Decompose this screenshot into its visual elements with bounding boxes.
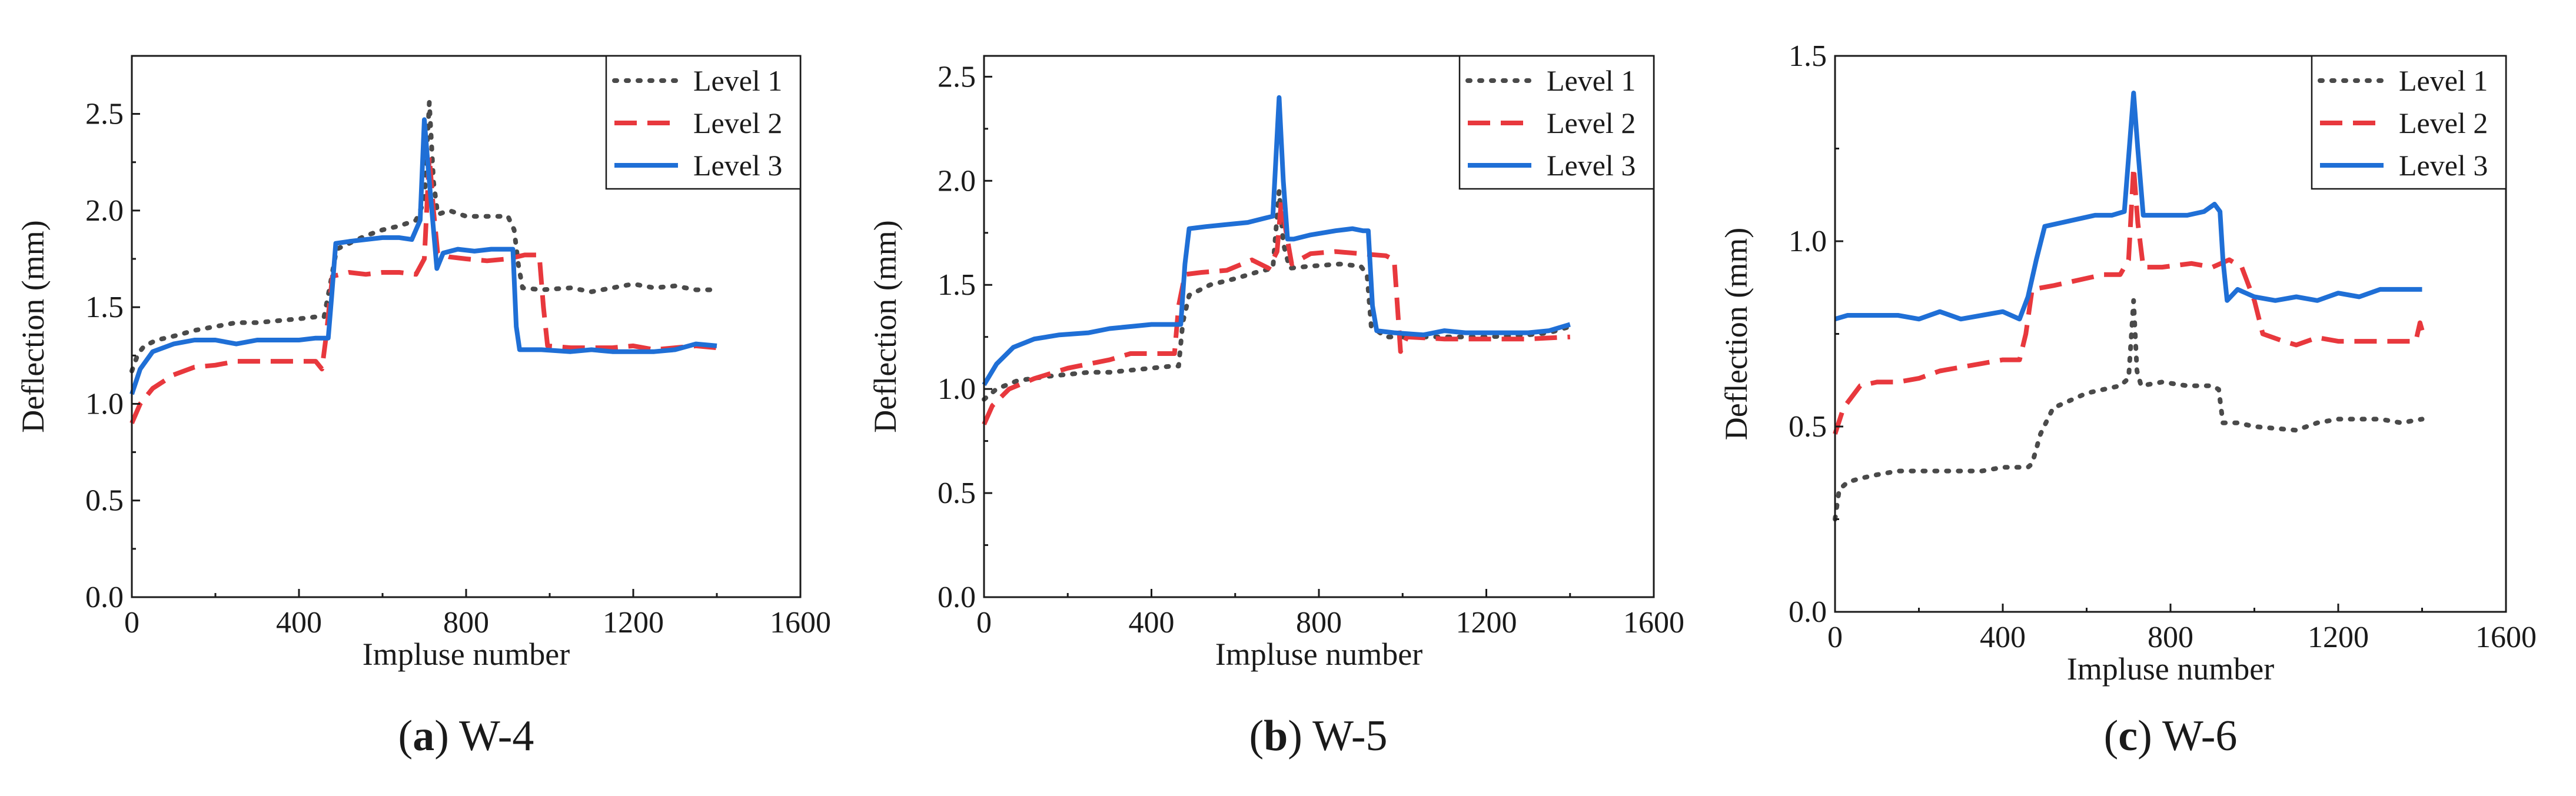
panel-caption: (b) W-5 — [1249, 712, 1387, 760]
caption-letter: b — [1264, 712, 1288, 760]
y-tick-label: 0.0 — [85, 581, 124, 614]
caption-specimen: W-5 — [1302, 712, 1388, 760]
y-tick-label: 0.0 — [938, 581, 976, 614]
x-tick-label: 1200 — [603, 606, 664, 640]
y-tick-label: 0.5 — [938, 477, 976, 510]
legend-label-level-3: Level 3 — [1547, 149, 1636, 182]
y-tick-label: 0.5 — [85, 484, 124, 518]
series-line-level-3 — [129, 117, 717, 395]
x-tick-label: 800 — [2148, 621, 2193, 654]
x-tick-label: 400 — [276, 606, 322, 640]
series-line-level-3 — [1834, 91, 2422, 322]
legend: Level 1 Level 2 Level 3 — [605, 55, 802, 190]
legend: Level 1 Level 2 Level 3 — [1458, 55, 1655, 190]
caption-paren-close: ) — [434, 712, 449, 760]
legend-label-level-3: Level 3 — [2399, 149, 2488, 182]
x-tick-label: 800 — [1296, 606, 1342, 640]
x-tick-label: 0 — [976, 606, 992, 640]
y-tick-label: 1.5 — [1789, 39, 1827, 73]
series-line-level-2 — [1833, 165, 2427, 435]
chart-panel-3: 0 400 800 1200 1600 0.0 0.5 1.0 1.5 Impluse numbe… — [1719, 39, 2537, 760]
y-tick-label: 0.5 — [1789, 410, 1827, 444]
y-tick-label: 2.0 — [85, 194, 124, 228]
caption-paren-open: ( — [1249, 712, 1264, 760]
series-line-level-2 — [982, 199, 1570, 425]
caption-paren-open: ( — [2104, 712, 2119, 760]
y-tick-label: 2.5 — [85, 98, 124, 131]
caption-paren-open: ( — [398, 712, 413, 760]
chart-panel-2: 0 400 800 1200 1600 0.0 0.5 1.0 1.5 2.0 2.5 Impluse… — [867, 55, 1684, 760]
legend-label-level-2: Level 2 — [2399, 106, 2488, 139]
caption-paren-close: ) — [1288, 712, 1302, 760]
x-tick-label: 1600 — [2475, 621, 2537, 654]
legend: Level 1 Level 2 Level 3 — [2311, 55, 2507, 190]
legend-label-level-2: Level 2 — [1547, 106, 1636, 139]
x-tick-label: 1200 — [2308, 621, 2369, 654]
y-axis-label: Deflection (mm) — [1719, 228, 1754, 440]
x-tick-label: 1200 — [1456, 606, 1517, 640]
x-tick-label: 800 — [443, 606, 489, 640]
legend-label-level-1: Level 1 — [693, 64, 782, 97]
y-tick-label: 1.0 — [85, 387, 124, 421]
y-tick-label: 1.5 — [938, 268, 976, 302]
chart-panel-1: 0 400 800 1200 1600 0.0 0.5 1.0 1.5 2.0 2.5 Impluse… — [15, 55, 831, 760]
x-axis-label: Impluse number — [1215, 637, 1422, 672]
x-tick-label: 400 — [1129, 606, 1175, 640]
y-tick-label: 1.0 — [938, 372, 976, 406]
y-tick-label: 2.5 — [938, 60, 976, 94]
x-tick-label: 1600 — [770, 606, 831, 640]
legend-label-level-3: Level 3 — [693, 149, 782, 182]
x-tick-label: 0 — [1827, 621, 1843, 654]
x-tick-label: 1600 — [1623, 606, 1684, 640]
y-tick-label: 0.0 — [1789, 595, 1827, 629]
caption-letter: a — [413, 712, 434, 760]
caption-specimen: W-6 — [2152, 712, 2238, 760]
legend-label-level-1: Level 1 — [2399, 64, 2488, 97]
x-axis-label: Impluse number — [2067, 651, 2274, 687]
legend-label-level-2: Level 2 — [693, 106, 782, 139]
series-line-level-2 — [129, 154, 717, 424]
series-line-level-3 — [982, 95, 1571, 387]
y-tick-label: 2.0 — [938, 164, 976, 198]
panel-caption: (c) W-6 — [2104, 712, 2238, 760]
y-axis-label: Deflection (mm) — [15, 220, 51, 432]
series-line-level-1 — [1833, 298, 2425, 522]
x-axis-label: Impluse number — [363, 637, 570, 672]
x-tick-label: 0 — [124, 606, 139, 640]
caption-specimen: W-4 — [449, 712, 534, 760]
caption-paren-close: ) — [2138, 712, 2152, 760]
caption-letter: c — [2118, 712, 2138, 760]
x-tick-label: 400 — [1980, 621, 2026, 654]
legend-label-level-1: Level 1 — [1547, 64, 1636, 97]
y-tick-label: 1.5 — [85, 291, 124, 324]
panel-caption: (a) W-4 — [398, 712, 534, 760]
y-tick-label: 1.0 — [1789, 225, 1827, 258]
y-axis-label: Deflection (mm) — [867, 220, 903, 432]
